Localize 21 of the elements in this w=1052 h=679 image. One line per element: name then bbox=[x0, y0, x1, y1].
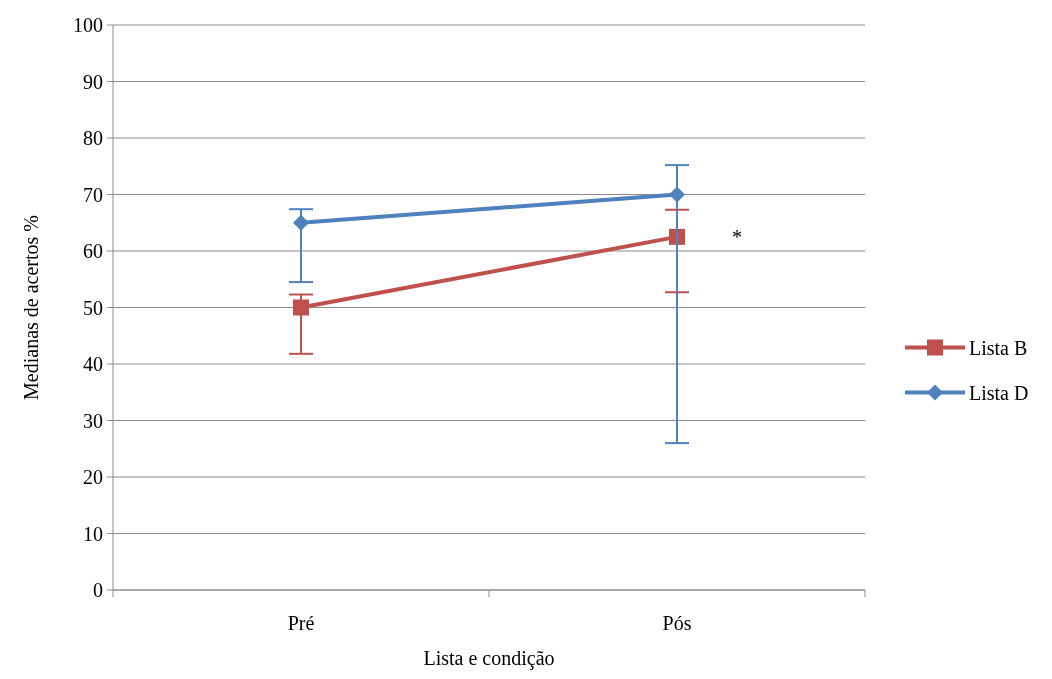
y-tick-label: 50 bbox=[83, 296, 103, 319]
legend-label: Lista B bbox=[969, 336, 1028, 359]
y-tick-label: 70 bbox=[83, 183, 103, 206]
x-tick-label: Pós bbox=[662, 612, 692, 634]
annotation: * bbox=[732, 225, 742, 248]
y-tick-label: 80 bbox=[83, 127, 103, 149]
y-tick-label: 40 bbox=[83, 353, 103, 375]
point bbox=[669, 186, 685, 203]
y-tick-label: 90 bbox=[83, 70, 103, 93]
legend-label: Lista D bbox=[969, 381, 1029, 404]
x-tick-label: Pré bbox=[287, 612, 315, 634]
y-tick-label: 30 bbox=[83, 409, 103, 432]
x-axis-title: Lista e condição bbox=[423, 647, 555, 670]
y-tick-label: 20 bbox=[83, 466, 103, 488]
y-tick-label: 60 bbox=[83, 240, 103, 262]
point bbox=[293, 214, 309, 231]
y-tick-label: 10 bbox=[83, 522, 103, 545]
y-axis-title: Medianas de acertos % bbox=[20, 215, 42, 400]
y-tick-label: 100 bbox=[73, 14, 103, 36]
y-tick-label: 0 bbox=[93, 579, 103, 601]
point bbox=[293, 299, 309, 316]
